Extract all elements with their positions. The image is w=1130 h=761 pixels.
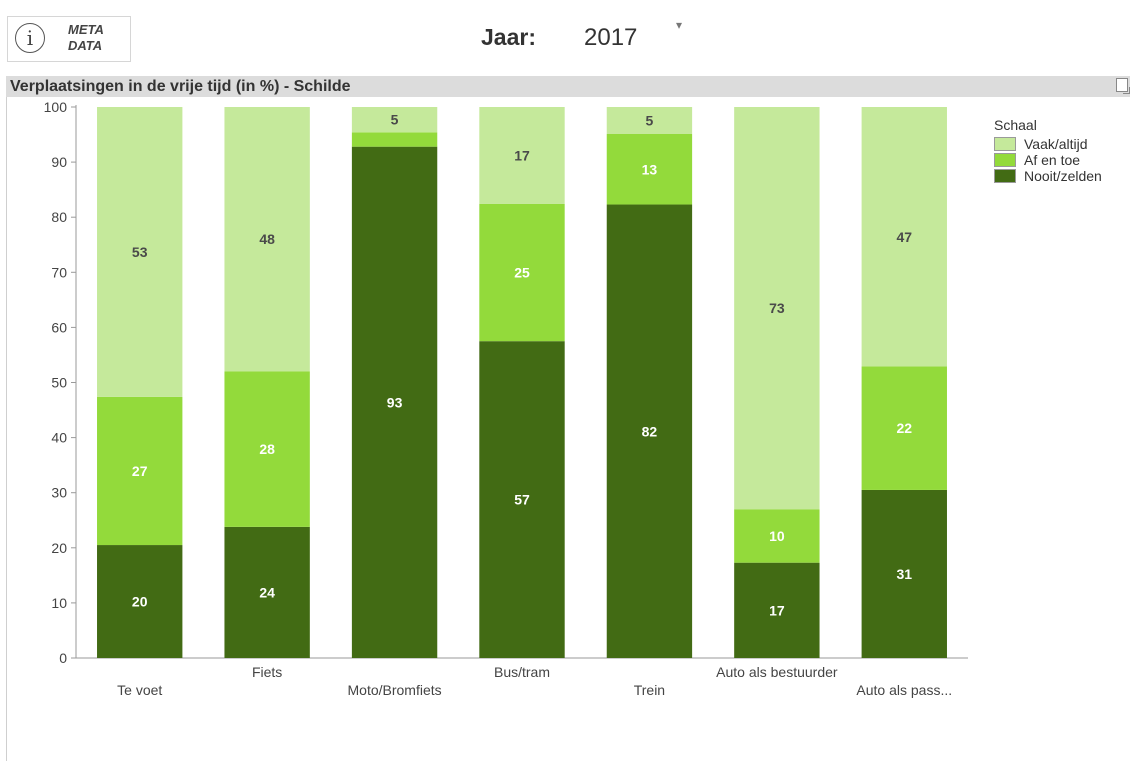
data-label: 73: [769, 300, 785, 316]
bar-auto-als-pass-af-en-toe: [861, 366, 947, 490]
data-label: 93: [387, 394, 403, 410]
data-label: 10: [769, 528, 785, 544]
legend-label-nooit-zelden: Nooit/zelden: [1024, 168, 1102, 184]
data-label: 48: [259, 231, 275, 247]
dropdown-caret-icon[interactable]: ▾: [676, 18, 683, 32]
bar-trein-af-en-toe: [606, 133, 693, 205]
legend-label-vaak-altijd: Vaak/altijd: [1024, 136, 1088, 152]
y-tick-label: 100: [44, 99, 68, 115]
bar-te-voet-af-en-toe: [97, 396, 183, 546]
legend-swatch-nooit-zelden: [994, 169, 1016, 183]
y-tick-label: 90: [51, 154, 67, 170]
metadata-button[interactable]: i META DATA: [7, 16, 131, 62]
y-tick-label: 80: [51, 209, 67, 225]
bar-fiets-nooit-zelden: [224, 526, 310, 658]
y-tick-label: 0: [59, 650, 67, 666]
chart-title: Verplaatsingen in de vrije tijd (in %) -…: [10, 78, 351, 95]
y-tick-label: 20: [51, 540, 67, 556]
data-label: 27: [132, 463, 148, 479]
bar-moto-bromfiets-af-en-toe: [351, 132, 438, 147]
y-tick-label: 60: [51, 319, 67, 335]
y-tick-label: 10: [51, 595, 67, 611]
year-label: Jaar:: [481, 24, 536, 50]
metadata-label-line1: META: [68, 22, 104, 37]
data-label: 28: [259, 441, 275, 457]
chart-title-bar: Verplaatsingen in de vrije tijd (in %) -…: [6, 76, 1130, 97]
data-label: 47: [896, 229, 912, 245]
bar-auto-als-bestuurder-vaak-altijd: [734, 107, 820, 510]
bar-bus-tram-af-en-toe: [479, 203, 565, 342]
bar-te-voet-vaak-altijd: [97, 107, 183, 397]
panel-border: [6, 97, 7, 761]
bar-trein-vaak-altijd: [606, 107, 693, 134]
data-label: 24: [259, 584, 275, 600]
x-tick-label: Auto als bestuurder: [716, 664, 838, 680]
legend-item-nooit-zelden[interactable]: Nooit/zelden: [994, 168, 1102, 184]
bar-fiets-vaak-altijd: [224, 107, 310, 372]
legend-title: Schaal: [994, 117, 1037, 133]
legend-swatch-vaak-altijd: [994, 137, 1016, 151]
metadata-label-line2: DATA: [68, 38, 103, 53]
y-tick-label: 70: [51, 264, 67, 280]
y-tick-label: 50: [51, 375, 67, 391]
bar-auto-als-bestuurder-nooit-zelden: [734, 562, 820, 658]
data-label: 17: [514, 147, 530, 163]
data-label: 25: [514, 265, 530, 281]
legend-item-vaak-altijd[interactable]: Vaak/altijd: [994, 136, 1102, 152]
x-tick-label: Trein: [634, 682, 665, 698]
chart-legend: Schaal Vaak/altijd Af en toe Nooit/zelde…: [994, 117, 1102, 184]
year-select[interactable]: 2017: [584, 24, 638, 51]
data-label: 22: [896, 420, 912, 436]
export-icon[interactable]: [1116, 78, 1130, 94]
data-label: 57: [514, 492, 530, 508]
data-label: 82: [642, 423, 658, 439]
bar-bus-tram-nooit-zelden: [479, 341, 565, 658]
bar-fiets-af-en-toe: [224, 371, 310, 527]
legend-swatch-af-en-toe: [994, 153, 1016, 167]
bar-te-voet-nooit-zelden: [97, 545, 183, 658]
bar-auto-als-pass-nooit-zelden: [861, 489, 947, 658]
legend-item-af-en-toe[interactable]: Af en toe: [994, 152, 1102, 168]
legend-label-af-en-toe: Af en toe: [1024, 152, 1081, 168]
metadata-label: META DATA: [68, 22, 104, 54]
x-tick-label: Te voet: [117, 682, 162, 698]
bar-moto-bromfiets-nooit-zelden: [351, 146, 438, 658]
y-tick-label: 30: [51, 485, 67, 501]
x-tick-label: Bus/tram: [494, 664, 550, 680]
bar-auto-als-pass-vaak-altijd: [861, 107, 947, 367]
x-tick-label: Fiets: [252, 664, 282, 680]
data-label: 17: [769, 602, 785, 618]
x-tick-label: Auto als pass...: [856, 682, 952, 698]
x-tick-label: Moto/Bromfiets: [348, 682, 442, 698]
bar-bus-tram-vaak-altijd: [479, 107, 565, 204]
data-label: 53: [132, 244, 148, 260]
info-icon: i: [15, 23, 45, 53]
data-label: 13: [642, 161, 658, 177]
data-label: 5: [391, 112, 399, 128]
y-tick-label: 40: [51, 430, 67, 446]
data-label: 31: [896, 566, 912, 582]
data-label: 20: [132, 594, 148, 610]
bar-trein-nooit-zelden: [606, 204, 693, 659]
bar-moto-bromfiets-vaak-altijd: [351, 107, 438, 133]
bar-auto-als-bestuurder-af-en-toe: [734, 509, 820, 563]
data-label: 5: [646, 112, 654, 128]
